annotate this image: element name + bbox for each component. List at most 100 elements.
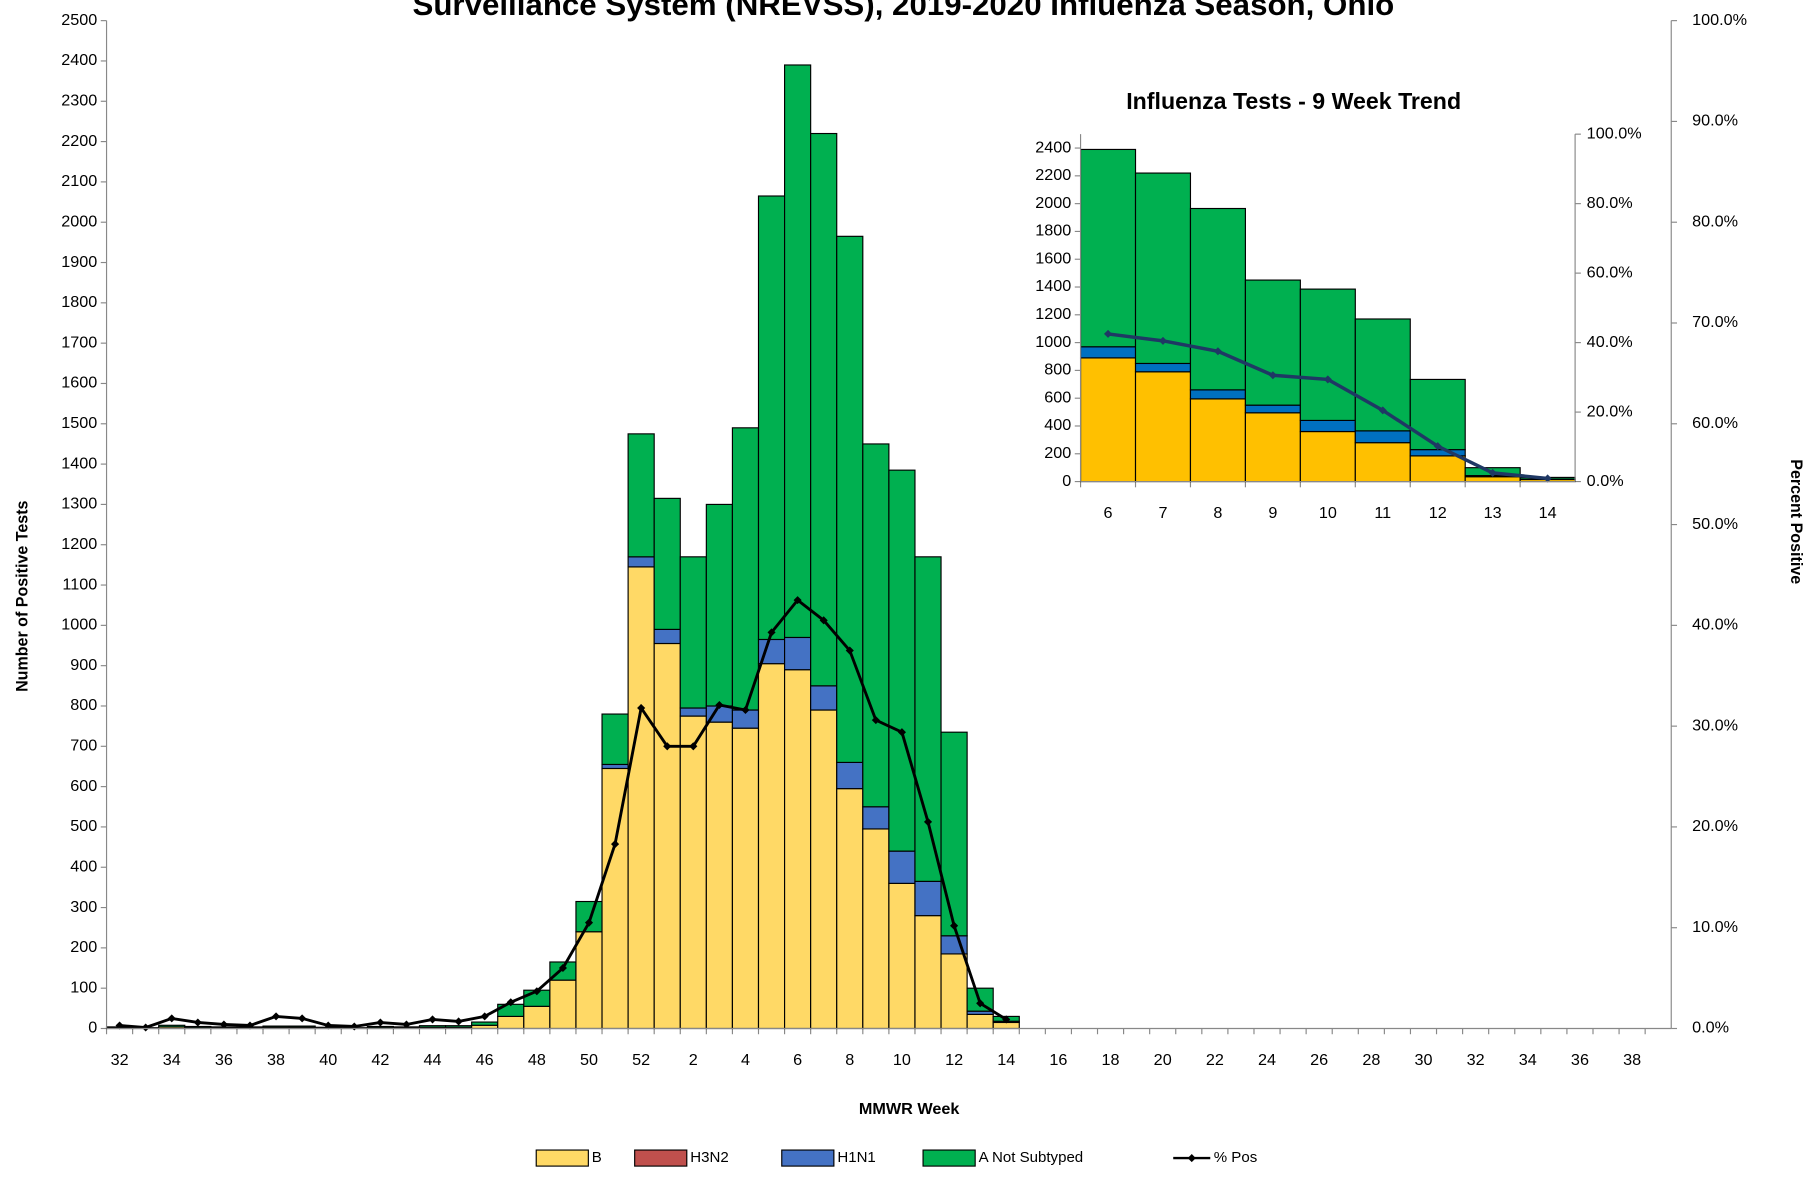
bar-segment bbox=[444, 1025, 473, 1028]
bar-segment bbox=[523, 1005, 551, 1030]
y2-tick-label: 80.0% bbox=[1587, 194, 1633, 212]
bar-segment bbox=[601, 763, 629, 770]
line-marker bbox=[376, 1018, 385, 1027]
line-marker bbox=[1323, 375, 1332, 384]
line-marker bbox=[480, 1012, 489, 1021]
y2-tick-label: 60.0% bbox=[1587, 263, 1633, 281]
bar-segment bbox=[1134, 362, 1192, 373]
y2-tick-label: 40.0% bbox=[1692, 616, 1738, 634]
x-tick-label: 34 bbox=[1519, 1051, 1537, 1069]
bar-segment bbox=[1299, 419, 1356, 433]
x-tick-label: 52 bbox=[632, 1051, 650, 1069]
y-tick-label: 600 bbox=[70, 777, 97, 795]
bar-segment bbox=[783, 669, 812, 1030]
line-marker bbox=[584, 918, 594, 927]
bar-segment bbox=[940, 731, 968, 937]
x-tick-label: 12 bbox=[945, 1051, 963, 1069]
line-marker bbox=[272, 1012, 281, 1021]
line-marker bbox=[637, 703, 646, 713]
y-tick-label: 2100 bbox=[61, 172, 97, 190]
line-marker bbox=[950, 921, 959, 930]
y-tick-label: 1000 bbox=[61, 616, 97, 634]
bar-segment bbox=[627, 556, 655, 568]
x-tick-label: 14 bbox=[997, 1051, 1015, 1069]
y-tick-label: 2300 bbox=[61, 92, 97, 110]
x-tick-label: 11 bbox=[1374, 504, 1391, 522]
inset-chart: 0 200 400 600 800 1000 1200 1400 1600 1800 2000 220… bbox=[1035, 124, 1641, 521]
y-tick-label: 700 bbox=[70, 737, 97, 755]
bar-segment bbox=[1189, 398, 1246, 483]
x-tick-label: 8 bbox=[845, 1051, 854, 1069]
x-tick-label: 24 bbox=[1258, 1051, 1276, 1069]
x-tick-label: 22 bbox=[1206, 1051, 1224, 1069]
bar-segment bbox=[497, 1015, 525, 1030]
bar-segment bbox=[1189, 207, 1246, 391]
y2-tick-label: 0.0% bbox=[1692, 1019, 1729, 1037]
line-marker bbox=[793, 596, 802, 605]
x-tick-label: 12 bbox=[1429, 504, 1447, 522]
line-marker bbox=[454, 1017, 463, 1026]
bar-segment bbox=[810, 132, 838, 687]
main-chart: 0100200300400500600700800900100011001200… bbox=[61, 11, 1747, 1167]
line-marker bbox=[141, 1023, 150, 1032]
bar-segment bbox=[627, 566, 655, 1030]
bar-segment bbox=[914, 880, 942, 917]
x-tick-label: 32 bbox=[111, 1051, 129, 1069]
bar-segment bbox=[914, 556, 942, 882]
x-tick-label: 6 bbox=[793, 1051, 802, 1069]
y-tick-label: 2400 bbox=[1035, 138, 1071, 156]
line-marker bbox=[845, 646, 854, 655]
x-tick-label: 4 bbox=[741, 1051, 750, 1069]
bar-segment bbox=[862, 828, 890, 1030]
line-marker bbox=[897, 728, 906, 737]
bar-segment bbox=[184, 1025, 212, 1029]
y-tick-label: 1600 bbox=[61, 374, 97, 392]
line-marker bbox=[350, 1022, 359, 1031]
bar-segment bbox=[705, 503, 734, 707]
y-tick-label: 900 bbox=[70, 656, 97, 674]
x-tick-label: 14 bbox=[1539, 504, 1557, 522]
line-marker bbox=[689, 742, 698, 751]
bar-segment bbox=[653, 642, 681, 1030]
bar-segment bbox=[288, 1025, 316, 1028]
bar-segment bbox=[810, 685, 838, 711]
x-tick-label: 7 bbox=[1158, 504, 1167, 522]
y2-tick-label: 20.0% bbox=[1587, 402, 1633, 420]
y-tick-label: 800 bbox=[1044, 361, 1071, 379]
y-tick-label: 2200 bbox=[61, 132, 97, 150]
y-tick-label: 1300 bbox=[61, 495, 97, 513]
legend-swatch bbox=[781, 1149, 835, 1167]
x-tick-label: 26 bbox=[1310, 1051, 1328, 1069]
bar-segment bbox=[810, 709, 838, 1030]
x-tick-label: 34 bbox=[163, 1051, 181, 1069]
x-tick-label: 6 bbox=[1104, 504, 1113, 522]
bar-segment bbox=[888, 850, 916, 884]
x-tick-label: 10 bbox=[1319, 504, 1337, 522]
y-tick-label: 200 bbox=[70, 938, 97, 956]
y-tick-label: 600 bbox=[1044, 389, 1071, 407]
legend-label: H1N1 bbox=[837, 1149, 875, 1166]
y-tick-label: 2500 bbox=[61, 11, 97, 29]
bar-segment bbox=[366, 1025, 394, 1029]
bar-segment bbox=[679, 556, 707, 709]
y-tick-label: 500 bbox=[70, 817, 97, 835]
x-tick-label: 32 bbox=[1467, 1051, 1485, 1069]
bar-segment bbox=[575, 931, 603, 1030]
x-tick-label: 10 bbox=[893, 1051, 911, 1069]
line-marker bbox=[245, 1021, 255, 1030]
bar-segment bbox=[1409, 378, 1466, 451]
bar-segment bbox=[418, 1025, 447, 1028]
y-tick-label: 1500 bbox=[61, 414, 97, 432]
line-marker bbox=[976, 999, 985, 1008]
x-tick-label: 38 bbox=[267, 1051, 285, 1069]
bar-segment bbox=[1299, 430, 1356, 483]
y-tick-label: 2200 bbox=[1035, 166, 1071, 184]
y-tick-label: 1700 bbox=[61, 333, 97, 351]
bar-segment bbox=[1464, 476, 1521, 483]
bar-segment bbox=[1409, 455, 1466, 483]
bar-segment bbox=[627, 433, 655, 558]
x-tick-label: 36 bbox=[1571, 1051, 1589, 1069]
line-marker bbox=[167, 1014, 176, 1023]
chart-title: Surveillance System (NREVSS), 2019-2020 … bbox=[412, 0, 1394, 22]
legend-swatch bbox=[922, 1149, 976, 1167]
